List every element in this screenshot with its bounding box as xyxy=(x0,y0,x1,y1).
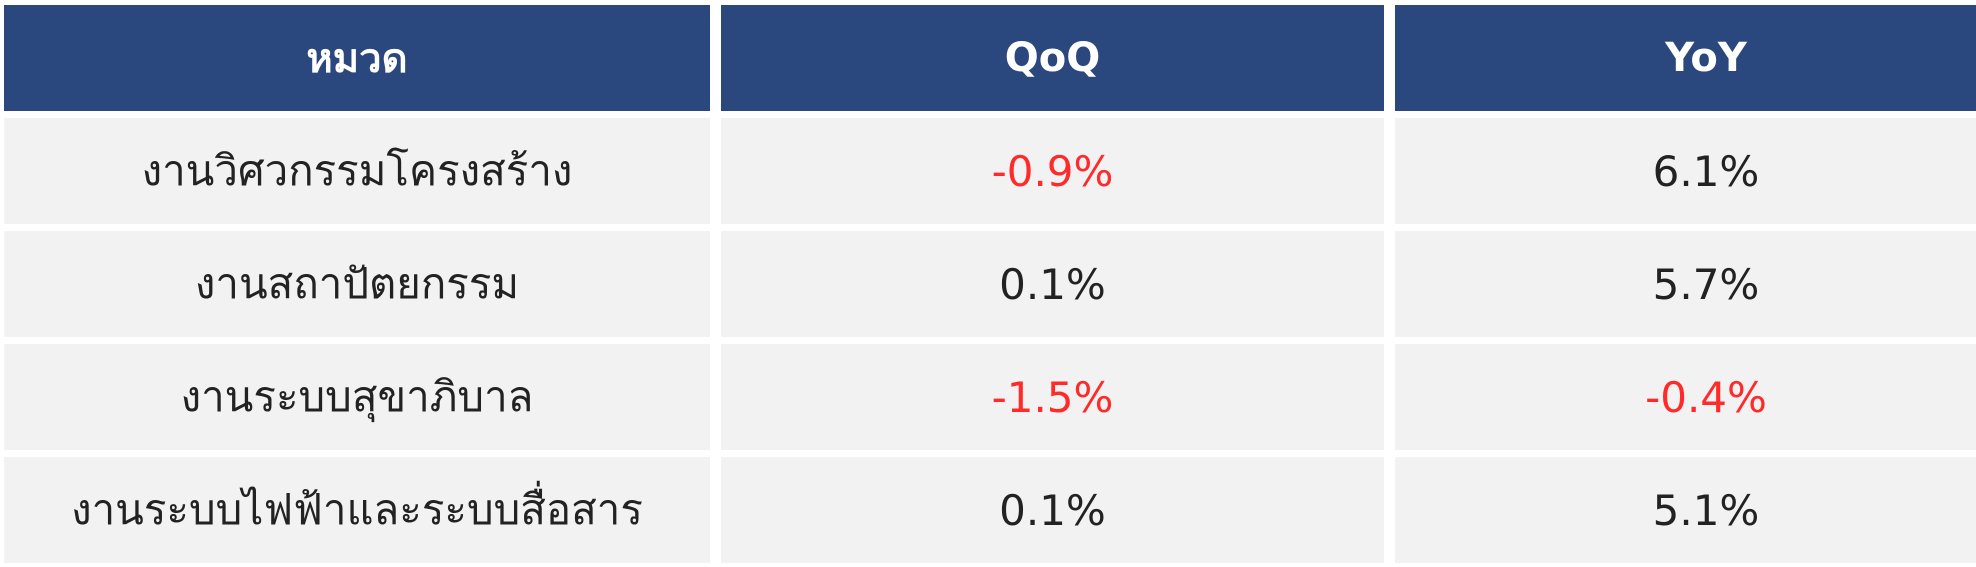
header-yoy: YoY xyxy=(1395,5,1976,111)
row-2-category: งานสถาปัตยกรรม xyxy=(4,231,710,337)
row-3-category: งานระบบสุขาภิบาล xyxy=(4,344,710,450)
row-3-yoy: -0.4% xyxy=(1395,344,1976,450)
row-4-yoy: 5.1% xyxy=(1395,457,1976,563)
row-2-yoy: 5.7% xyxy=(1395,231,1976,337)
header-qoq: QoQ xyxy=(721,5,1384,111)
row-4-category: งานระบบไฟฟ้าและระบบสื่อสาร xyxy=(4,457,710,563)
row-1-yoy: 6.1% xyxy=(1395,118,1976,224)
row-1-category: งานวิศวกรรมโครงสร้าง xyxy=(4,118,710,224)
data-table: หมวด QoQ YoY งานวิศวกรรมโครงสร้าง -0.9% … xyxy=(4,5,1976,563)
row-4-qoq: 0.1% xyxy=(721,457,1384,563)
row-3-qoq: -1.5% xyxy=(721,344,1384,450)
row-1-qoq: -0.9% xyxy=(721,118,1384,224)
row-2-qoq: 0.1% xyxy=(721,231,1384,337)
header-category: หมวด xyxy=(4,5,710,111)
